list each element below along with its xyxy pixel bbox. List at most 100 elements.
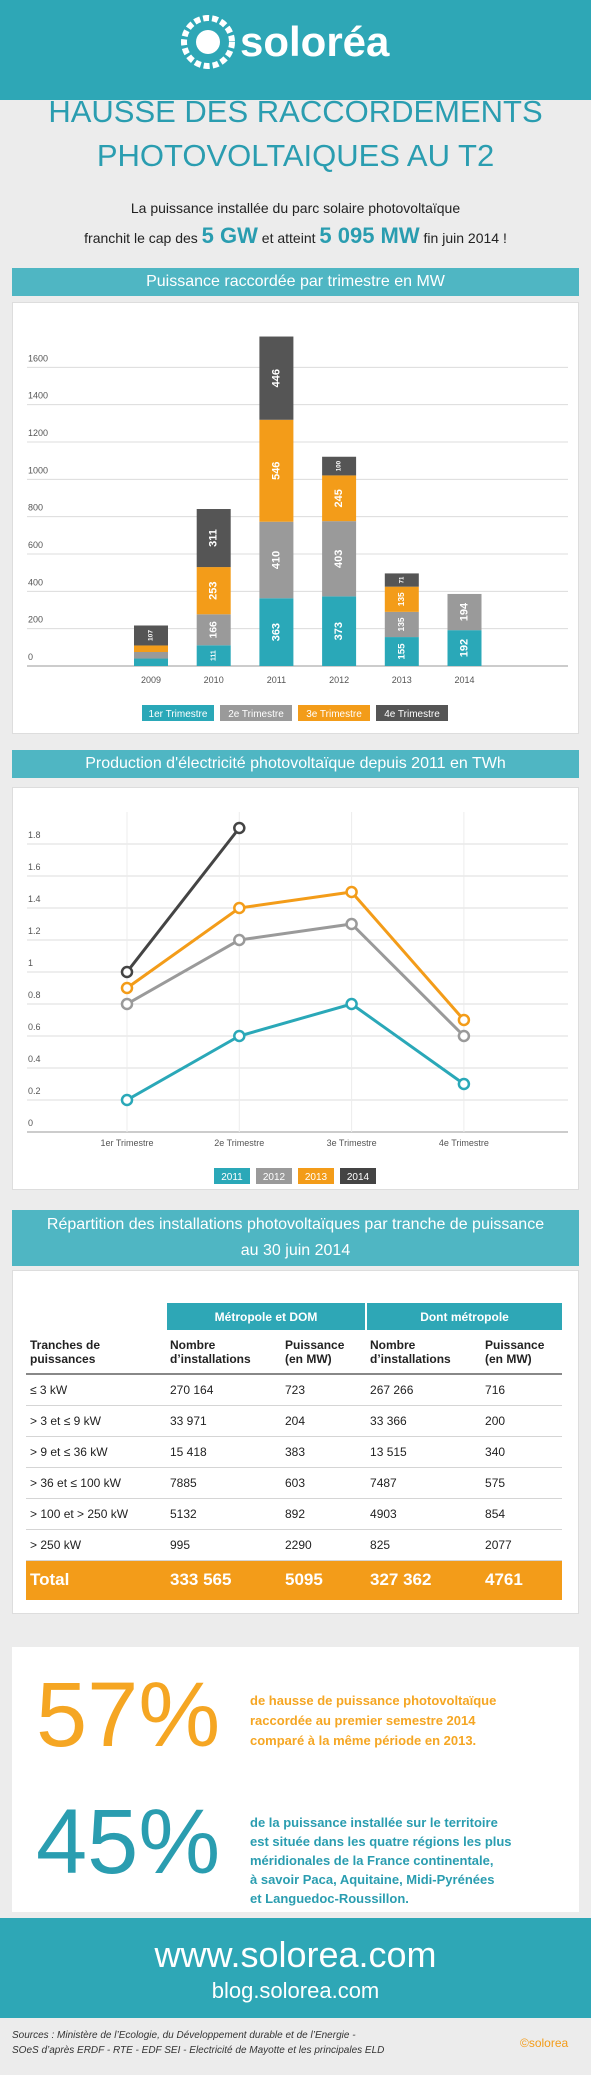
stat-text-line: comparé à la même période en 2013.	[250, 1733, 477, 1748]
bar-label: 155	[396, 643, 407, 660]
table-cell: 267 266	[366, 1374, 482, 1406]
table-cell: 7487	[366, 1467, 482, 1499]
series-line	[126, 890, 466, 1021]
total-cell: 327 362	[370, 1570, 432, 1590]
bar-label: 363	[270, 623, 282, 641]
x-tick-label: 2012	[329, 675, 349, 685]
table-cell: 716	[481, 1374, 563, 1406]
bar-label: 71	[399, 576, 405, 583]
bar-label: 373	[333, 622, 345, 640]
table-cell: 13 515	[366, 1436, 482, 1468]
y-tick-label: 1	[28, 958, 33, 968]
table-cell: 340	[481, 1436, 563, 1468]
section-title-line: Répartition des installations photovolta…	[46, 1216, 545, 1233]
table-cell: > 36 et ≤ 100 kW	[26, 1467, 166, 1499]
bar-chart: 0 200 400 600 800 1000 1200 1400 1600 2009 2010 201…	[27, 336, 568, 721]
group-header: Métropole et DOM	[164, 1303, 367, 1330]
table-cell: 204	[281, 1405, 367, 1437]
logo-icon	[181, 15, 235, 69]
bar-segment	[447, 630, 482, 666]
y-tick-label: 800	[28, 503, 43, 513]
bar-segment	[196, 509, 231, 568]
series-point	[120, 981, 134, 995]
series-point	[233, 901, 246, 915]
bar-segment	[384, 637, 419, 666]
table-cell: 603	[281, 1467, 367, 1499]
bar-segment	[259, 598, 294, 666]
bar-segment	[322, 596, 357, 666]
table-cell: 825	[366, 1529, 482, 1561]
table-cell: 4903	[366, 1498, 482, 1530]
y-tick-label: 400	[28, 577, 43, 587]
legend-swatch	[298, 705, 370, 721]
legend-label: 2011	[221, 1172, 243, 1183]
subtitle-line: franchit le cap des 5 GW et atteint 5 09…	[0, 222, 591, 252]
table-cell: 723	[281, 1374, 367, 1406]
copyright: ©solorea	[520, 2036, 569, 2050]
x-tick-label: 3e Trimestre	[327, 1138, 377, 1148]
stat-text-line: raccordée au premier semestre 2014	[250, 1713, 476, 1728]
header-band: soloréa	[0, 0, 591, 100]
table-row: > 36 et ≤ 100 kW 7885 603 7487 575	[26, 1467, 563, 1499]
legend-label: 4e Trimestre	[384, 709, 440, 720]
line-chart: 0 0.2 0.4 0.6 0.8 1 1.2 1.4 1.6 1.8 1er Trimestre 2…	[27, 812, 568, 1184]
legend-label: 2013	[305, 1172, 328, 1183]
table-row: > 9 et ≤ 36 kW 15 418 383 13 515 340	[26, 1436, 563, 1468]
legend-swatch	[340, 1168, 376, 1184]
table-cell: 15 418	[166, 1436, 281, 1468]
table-cell: 33 366	[366, 1405, 482, 1437]
table-body: Métropole et DOM Dont métropole Tranches d…	[26, 1303, 563, 1600]
bar-label: 135	[396, 617, 406, 631]
y-tick-label: 1000	[28, 465, 48, 475]
legend-label: 2e Trimestre	[228, 709, 284, 720]
column-header: Nombre d’installations	[366, 1330, 482, 1375]
sources: Sources : Ministère de l’Ecologie, du Dé…	[12, 2028, 384, 2058]
table-cell: 7885	[166, 1467, 281, 1499]
section-title-line: au 30 juin 2014	[240, 1242, 351, 1259]
bar-label: 107	[148, 630, 155, 641]
title-line: HAUSSE DES RACCORDEMENTS	[48, 94, 543, 129]
bar-segment	[447, 593, 482, 631]
total-cell: 333 565	[170, 1570, 232, 1590]
stat-text: de hausse de puissance photovoltaïque rac…	[250, 1691, 496, 1751]
bar-segment	[259, 521, 294, 599]
bar-segment	[196, 567, 231, 615]
y-tick-label: 0	[28, 1118, 33, 1128]
series-point	[457, 1029, 471, 1043]
table-row: > 250 kW 995 2290 825 2077	[26, 1529, 563, 1561]
column-header: Puissance (en MW)	[481, 1330, 563, 1375]
bar-label: 410	[270, 551, 282, 569]
table-cell: > 3 et ≤ 9 kW	[26, 1405, 166, 1437]
stat-text-line: et Languedoc-Roussillon.	[250, 1891, 409, 1906]
sources-line: SOeS d’après ERDF - RTE - EDF SEI - Elec…	[12, 2045, 385, 2056]
chart-panel: 0 200 400 600 800 1000 1200 1400 1600 2009 2010 201…	[12, 302, 579, 734]
series-point	[233, 933, 246, 947]
total-cell: 4761	[485, 1570, 523, 1590]
sources-line: Sources : Ministère de l’Ecologie, du Dé…	[12, 2030, 356, 2041]
total-cell: 5095	[285, 1570, 323, 1590]
table-header-row: Tranches de puissances Nombre d’installat…	[26, 1330, 563, 1375]
footer-band: www.solorea.com blog.solorea.com	[0, 1918, 591, 2018]
table-row: > 100 et > 250 kW 5132 892 4903 854	[26, 1498, 563, 1530]
series-line	[126, 1002, 465, 1102]
table-cell: 2290	[281, 1529, 367, 1561]
title-line: PHOTOVOLTAIQUES AU T2	[96, 138, 495, 173]
bar-segment	[134, 645, 168, 652]
chart-panel: 0 0.2 0.4 0.6 0.8 1 1.2 1.4 1.6 1.8 1er Trimestre 2…	[12, 787, 579, 1190]
section-title: Puissance raccordée par trimestre en MW	[12, 268, 579, 296]
y-tick-label: 1.6	[28, 862, 41, 872]
x-tick-label: 2009	[141, 675, 161, 685]
bar-segment	[384, 586, 419, 612]
y-tick-label: 0.2	[28, 1086, 41, 1096]
y-tick-label: 0.6	[28, 1022, 41, 1032]
stat-text-line: de la puissance installée sur le territo…	[250, 1815, 498, 1830]
bar-label: 311	[208, 529, 220, 547]
legend-label: 3e Trimestre	[306, 709, 362, 720]
table-cell: 995	[166, 1529, 281, 1561]
table-cell: 854	[481, 1498, 563, 1530]
y-tick-label: 1600	[28, 353, 48, 363]
section-title: Production d'électricité photovoltaïque …	[12, 750, 579, 778]
y-tick-label: 1.4	[28, 894, 41, 904]
table-cell: 270 164	[166, 1374, 281, 1406]
bar-segment	[259, 419, 294, 522]
